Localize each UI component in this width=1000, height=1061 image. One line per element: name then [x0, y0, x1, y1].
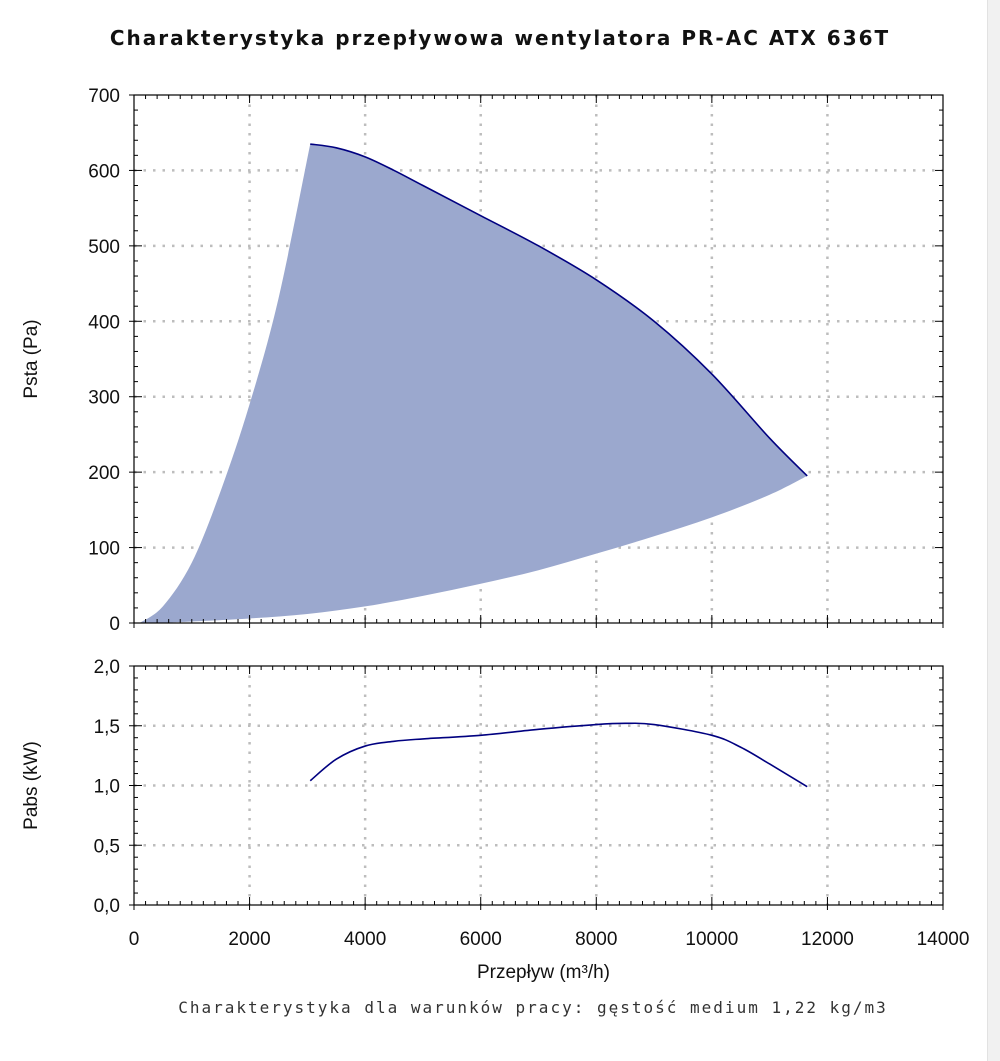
x-tick-label: 14000 [917, 929, 970, 950]
operating-area [139, 144, 808, 623]
y-tick-label: 600 [88, 161, 120, 182]
y-tick-label: 500 [88, 237, 120, 258]
y-tick-label: 100 [88, 539, 120, 560]
scrollbar[interactable] [987, 0, 1000, 1061]
x-tick-label: 4000 [344, 929, 386, 950]
power-plot: 0,0 0,5 1,0 1,5 2,0 0 2000 4000 6000 8000 10000 120… [21, 657, 969, 983]
plot-border [133, 665, 944, 906]
y-axis-label: Pabs (kW) [21, 741, 42, 830]
x-tick-label: 6000 [460, 929, 502, 950]
y-axis-label: Psta (Pa) [21, 319, 42, 398]
y-tick-label: 1,0 [94, 777, 120, 798]
y-tick-label: 0,5 [94, 836, 120, 857]
y-tick-label: 0,0 [94, 896, 120, 917]
y-tick-label: 400 [88, 312, 120, 333]
x-axis-label: Przepływ (m³/h) [477, 962, 610, 983]
chart-title: Charakterystyka przepływowa wentylatora … [109, 26, 891, 50]
x-tick-label: 0 [129, 929, 140, 950]
pressure-plot: 0 100 200 300 400 500 600 700 Psta (Pa) [21, 86, 944, 635]
y-tick-label: 1,5 [94, 717, 120, 738]
x-tick-label: 2000 [228, 929, 270, 950]
pressure-curve [310, 143, 808, 477]
footnote: Charakterystyka dla warunków pracy: gęst… [178, 998, 888, 1017]
power-curve [309, 722, 808, 788]
x-tick-label: 8000 [575, 929, 617, 950]
y-tick-label: 300 [88, 388, 120, 409]
x-tick-label: 10000 [685, 929, 738, 950]
y-tick-label: 700 [88, 86, 120, 107]
y-tick-label: 0 [109, 614, 120, 635]
y-tick-label: 200 [88, 463, 120, 484]
x-tick-label: 12000 [801, 929, 854, 950]
y-tick-label: 2,0 [94, 657, 120, 678]
